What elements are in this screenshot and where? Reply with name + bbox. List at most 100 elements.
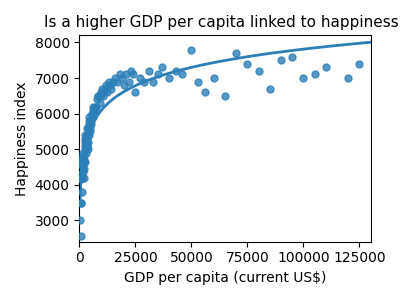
Point xyxy=(132,90,139,95)
Point xyxy=(78,200,84,205)
Point xyxy=(90,115,96,120)
Point xyxy=(83,140,90,145)
Point xyxy=(233,51,240,56)
Point xyxy=(78,172,84,176)
Point xyxy=(166,76,172,80)
Point xyxy=(78,159,85,164)
Y-axis label: Happiness index: Happiness index xyxy=(15,81,29,196)
Point xyxy=(80,150,87,155)
Point xyxy=(90,104,96,109)
Point xyxy=(130,72,136,77)
Point xyxy=(108,86,114,91)
Point xyxy=(79,165,86,170)
Point xyxy=(159,65,166,70)
Point xyxy=(82,159,88,164)
Point xyxy=(80,161,86,166)
Point xyxy=(114,79,121,84)
Point xyxy=(356,61,363,66)
Point xyxy=(119,76,125,80)
Point xyxy=(86,122,92,127)
Point xyxy=(84,136,90,141)
Point xyxy=(79,163,85,168)
Point xyxy=(86,129,93,134)
Point xyxy=(289,54,296,59)
Point xyxy=(104,90,111,95)
Point xyxy=(211,76,217,80)
Point xyxy=(81,147,88,152)
Point xyxy=(102,86,108,91)
Point xyxy=(79,158,85,162)
Point xyxy=(84,142,90,146)
Point xyxy=(195,79,201,84)
Point xyxy=(312,72,318,77)
Point xyxy=(81,154,88,159)
Point xyxy=(81,175,87,180)
Point xyxy=(83,125,90,130)
Point xyxy=(112,76,118,80)
Point xyxy=(82,133,88,137)
Point xyxy=(106,83,113,88)
Point xyxy=(84,143,90,148)
Point xyxy=(86,118,93,123)
Point xyxy=(88,118,94,123)
Point xyxy=(137,76,143,80)
Point xyxy=(278,58,284,63)
Point xyxy=(80,170,86,175)
Point xyxy=(323,65,329,70)
Point xyxy=(100,93,106,98)
Point xyxy=(80,158,86,162)
Point xyxy=(103,83,110,88)
Point xyxy=(80,154,86,159)
Point xyxy=(83,143,90,148)
Point xyxy=(94,93,101,98)
Point xyxy=(188,47,195,52)
Point xyxy=(80,158,87,162)
Point xyxy=(78,200,84,205)
Point xyxy=(84,143,91,148)
Point xyxy=(84,147,91,152)
Point xyxy=(82,147,89,152)
Point xyxy=(88,111,95,116)
Point xyxy=(94,97,100,102)
Point xyxy=(146,68,152,73)
Point xyxy=(99,86,105,91)
Point xyxy=(141,79,148,84)
Point xyxy=(121,83,128,88)
Point xyxy=(83,150,89,155)
Point xyxy=(82,140,88,145)
Point xyxy=(92,104,98,109)
Point xyxy=(123,72,130,77)
Point xyxy=(80,154,86,159)
Point xyxy=(244,61,251,66)
Point xyxy=(150,79,156,84)
Title: Is a higher GDP per capita linked to happiness?: Is a higher GDP per capita linked to hap… xyxy=(44,15,400,30)
Point xyxy=(222,93,228,98)
Point xyxy=(78,177,85,182)
Point xyxy=(77,234,84,239)
Point xyxy=(110,79,116,84)
Point xyxy=(179,72,186,77)
Point xyxy=(105,79,112,84)
Point xyxy=(88,122,94,127)
Point xyxy=(85,115,92,120)
Point xyxy=(91,111,97,116)
Point xyxy=(256,68,262,73)
Point xyxy=(155,72,161,77)
Point xyxy=(79,190,86,194)
Point xyxy=(267,86,273,91)
Point xyxy=(83,143,89,148)
X-axis label: GDP per capita (current US$): GDP per capita (current US$) xyxy=(124,271,326,285)
Point xyxy=(96,100,103,105)
Point xyxy=(300,76,307,80)
Point xyxy=(128,68,134,73)
Point xyxy=(126,79,132,84)
Point xyxy=(172,68,179,73)
Point xyxy=(101,90,107,95)
Point xyxy=(96,93,103,98)
Point xyxy=(89,111,96,116)
Point xyxy=(93,104,100,109)
Point xyxy=(81,159,87,164)
Point xyxy=(98,90,104,95)
Point xyxy=(87,125,93,130)
Point xyxy=(92,108,98,112)
